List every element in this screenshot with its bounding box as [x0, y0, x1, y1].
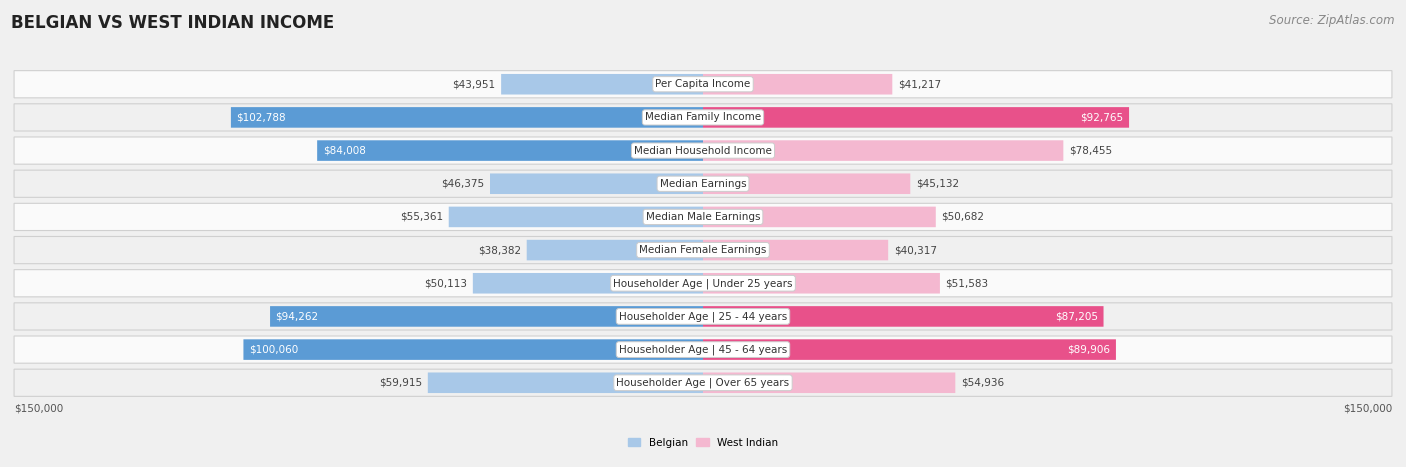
- Text: $43,951: $43,951: [453, 79, 496, 89]
- Text: $55,361: $55,361: [401, 212, 443, 222]
- FancyBboxPatch shape: [231, 107, 703, 127]
- FancyBboxPatch shape: [14, 137, 1392, 164]
- Text: Median Household Income: Median Household Income: [634, 146, 772, 156]
- Text: $59,915: $59,915: [380, 378, 422, 388]
- Text: $54,936: $54,936: [960, 378, 1004, 388]
- FancyBboxPatch shape: [703, 240, 889, 261]
- Text: Median Female Earnings: Median Female Earnings: [640, 245, 766, 255]
- Text: Householder Age | Under 25 years: Householder Age | Under 25 years: [613, 278, 793, 289]
- FancyBboxPatch shape: [427, 373, 703, 393]
- FancyBboxPatch shape: [14, 236, 1392, 264]
- Legend: Belgian, West Indian: Belgian, West Indian: [624, 433, 782, 452]
- FancyBboxPatch shape: [703, 140, 1063, 161]
- FancyBboxPatch shape: [703, 173, 910, 194]
- Text: $51,583: $51,583: [945, 278, 988, 288]
- Text: $94,262: $94,262: [276, 311, 319, 321]
- FancyBboxPatch shape: [703, 74, 893, 94]
- FancyBboxPatch shape: [14, 104, 1392, 131]
- FancyBboxPatch shape: [449, 206, 703, 227]
- FancyBboxPatch shape: [491, 173, 703, 194]
- Text: $45,132: $45,132: [915, 179, 959, 189]
- Text: Median Male Earnings: Median Male Earnings: [645, 212, 761, 222]
- Text: Householder Age | Over 65 years: Householder Age | Over 65 years: [616, 377, 790, 388]
- FancyBboxPatch shape: [243, 340, 703, 360]
- Text: $46,375: $46,375: [441, 179, 485, 189]
- Text: $92,765: $92,765: [1080, 113, 1123, 122]
- Text: Householder Age | 45 - 64 years: Householder Age | 45 - 64 years: [619, 344, 787, 355]
- FancyBboxPatch shape: [14, 369, 1392, 396]
- FancyBboxPatch shape: [14, 170, 1392, 198]
- FancyBboxPatch shape: [703, 340, 1116, 360]
- Text: Householder Age | 25 - 44 years: Householder Age | 25 - 44 years: [619, 311, 787, 322]
- FancyBboxPatch shape: [14, 303, 1392, 330]
- Text: $78,455: $78,455: [1069, 146, 1112, 156]
- Text: Median Earnings: Median Earnings: [659, 179, 747, 189]
- FancyBboxPatch shape: [703, 107, 1129, 127]
- FancyBboxPatch shape: [703, 373, 955, 393]
- FancyBboxPatch shape: [318, 140, 703, 161]
- FancyBboxPatch shape: [703, 206, 936, 227]
- Text: $150,000: $150,000: [1343, 403, 1392, 414]
- Text: $40,317: $40,317: [894, 245, 936, 255]
- FancyBboxPatch shape: [501, 74, 703, 94]
- FancyBboxPatch shape: [14, 336, 1392, 363]
- FancyBboxPatch shape: [703, 273, 941, 294]
- FancyBboxPatch shape: [14, 203, 1392, 231]
- Text: $100,060: $100,060: [249, 345, 298, 354]
- Text: $41,217: $41,217: [898, 79, 941, 89]
- FancyBboxPatch shape: [14, 269, 1392, 297]
- FancyBboxPatch shape: [14, 71, 1392, 98]
- Text: $38,382: $38,382: [478, 245, 522, 255]
- Text: Source: ZipAtlas.com: Source: ZipAtlas.com: [1270, 14, 1395, 27]
- Text: $102,788: $102,788: [236, 113, 285, 122]
- Text: BELGIAN VS WEST INDIAN INCOME: BELGIAN VS WEST INDIAN INCOME: [11, 14, 335, 32]
- FancyBboxPatch shape: [527, 240, 703, 261]
- FancyBboxPatch shape: [472, 273, 703, 294]
- Text: $150,000: $150,000: [14, 403, 63, 414]
- Text: $87,205: $87,205: [1054, 311, 1098, 321]
- FancyBboxPatch shape: [703, 306, 1104, 327]
- Text: $50,682: $50,682: [941, 212, 984, 222]
- Text: Per Capita Income: Per Capita Income: [655, 79, 751, 89]
- FancyBboxPatch shape: [270, 306, 703, 327]
- Text: $50,113: $50,113: [425, 278, 467, 288]
- Text: $89,906: $89,906: [1067, 345, 1111, 354]
- Text: $84,008: $84,008: [322, 146, 366, 156]
- Text: Median Family Income: Median Family Income: [645, 113, 761, 122]
